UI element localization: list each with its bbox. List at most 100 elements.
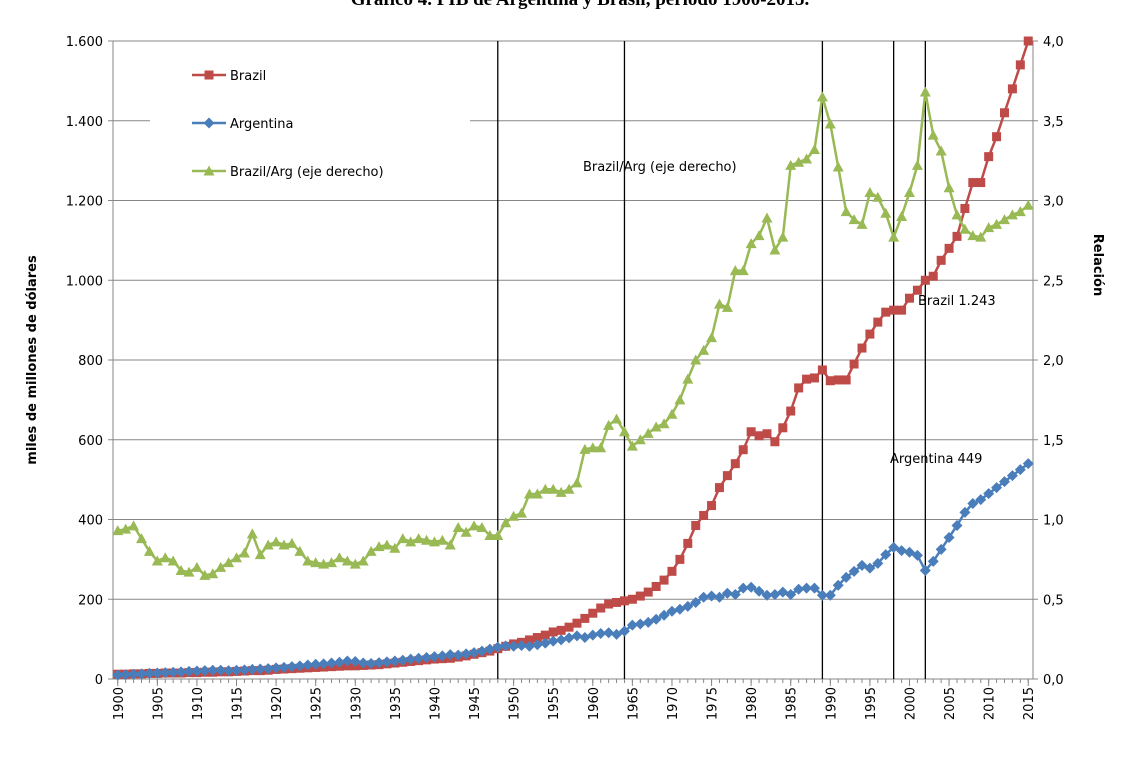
data-point (595, 442, 607, 453)
y-tick-label: 1.200 (66, 195, 103, 210)
data-point (865, 329, 875, 339)
data-point (436, 534, 448, 545)
data-point (943, 182, 955, 193)
data-point (612, 597, 622, 607)
data-point (167, 555, 179, 566)
data-point (413, 533, 425, 544)
data-point (650, 613, 662, 625)
data-point (405, 536, 417, 547)
data-point (468, 520, 480, 531)
data-point (706, 332, 718, 343)
data-point (508, 510, 520, 521)
data-point (896, 545, 908, 557)
data-point (421, 534, 433, 545)
data-point (183, 665, 195, 677)
data-point (936, 255, 946, 265)
data-point (1006, 209, 1018, 220)
data-point (357, 555, 369, 566)
data-point (444, 649, 456, 661)
data-point (381, 539, 393, 550)
x-tick-label: 2015 (1022, 687, 1037, 720)
data-point (136, 533, 148, 544)
data-point (706, 590, 718, 602)
data-point (524, 635, 534, 645)
data-point (1014, 464, 1026, 476)
x-tick-label: 1925 (310, 687, 325, 720)
y2-tick-label: 1,5 (1043, 434, 1064, 449)
data-point (1014, 206, 1026, 217)
x-tick-label: 1910 (191, 687, 206, 720)
data-point (572, 618, 582, 628)
data-point (761, 589, 773, 601)
data-point (1007, 84, 1017, 94)
legend-marker (204, 70, 214, 80)
y2-tick-label: 3,5 (1043, 115, 1064, 130)
data-point (730, 459, 740, 469)
x-tick-label: 1950 (508, 687, 523, 720)
data-point (840, 206, 852, 217)
data-point (302, 555, 314, 566)
data-point (975, 494, 987, 506)
data-point (341, 555, 353, 566)
data-point (840, 571, 852, 583)
data-point (143, 545, 155, 556)
data-point (992, 132, 1002, 142)
data-point (413, 652, 425, 664)
data-point (444, 539, 456, 550)
data-point (873, 317, 883, 327)
data-point (310, 557, 322, 568)
data-point (326, 557, 338, 568)
data-point (468, 647, 480, 659)
data-point (856, 218, 868, 229)
data-point (191, 561, 203, 572)
data-point (832, 161, 844, 172)
data-point (770, 437, 780, 447)
data-point (516, 640, 528, 652)
data-point (365, 545, 377, 556)
data-point (801, 153, 813, 164)
data-point (762, 429, 772, 439)
data-point (112, 525, 124, 536)
data-point (294, 660, 306, 672)
data-point (634, 618, 646, 630)
data-point (286, 661, 298, 673)
data-point (373, 657, 385, 669)
data-point (975, 231, 987, 242)
data-point (674, 394, 686, 405)
data-point (318, 558, 330, 569)
data-point (928, 271, 938, 281)
data-point (888, 231, 900, 242)
data-point (539, 637, 551, 649)
data-point (555, 634, 567, 646)
data-point (849, 359, 859, 369)
data-point (675, 554, 685, 564)
data-point (603, 419, 615, 430)
data-point (824, 118, 836, 129)
data-point (523, 640, 535, 652)
data-point (785, 159, 797, 170)
data-point (500, 640, 512, 652)
x-tick-label: 1980 (745, 687, 760, 720)
x-tick-label: 2005 (943, 687, 958, 720)
data-point (627, 594, 637, 604)
data-point (753, 230, 765, 241)
data-point (699, 511, 709, 521)
data-point (215, 664, 227, 676)
data-point (998, 476, 1010, 488)
y-axis-title: miles de millones de dólares (25, 255, 40, 465)
x-tick-label: 1990 (824, 687, 839, 720)
data-point (452, 649, 464, 661)
data-point (881, 307, 891, 317)
data-point (508, 640, 520, 652)
data-point (960, 203, 970, 213)
data-point (460, 648, 472, 660)
data-point (183, 566, 195, 577)
data-point (848, 214, 860, 225)
data-point (642, 427, 654, 438)
x-tick-label: 2010 (983, 687, 998, 720)
data-point (897, 305, 907, 315)
data-point (492, 529, 504, 540)
data-point (326, 657, 338, 669)
data-point (246, 663, 258, 675)
data-point (984, 152, 994, 162)
